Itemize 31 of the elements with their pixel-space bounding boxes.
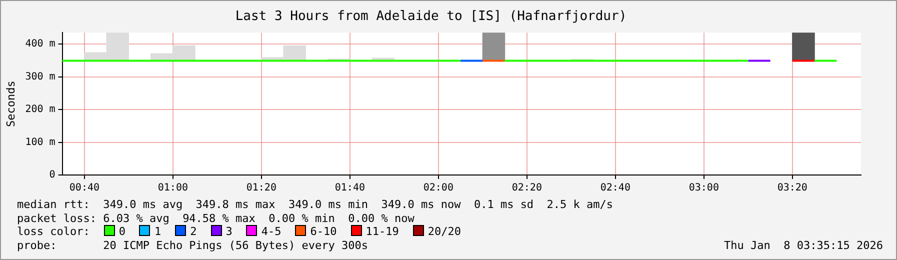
text: median rtt: 349.0 ms avg 349.8 ms max 349.0 ms min 349.0 ms now 0.1 ms sd 2.5 k am/s — [17, 198, 614, 212]
y-tick-label: 200 m — [25, 104, 56, 116]
text: Thu Jan 8 03:35:15 2026 — [724, 238, 883, 252]
x-tick-label: 00:40 — [69, 182, 100, 194]
legend-label: 6-10 — [310, 225, 337, 238]
legend-label: 11-19 — [366, 225, 399, 238]
bar — [482, 32, 506, 62]
y-tick-label: 0 — [49, 170, 56, 181]
x-tick-label: 02:20 — [512, 182, 542, 194]
y-tick-label: 300 m — [25, 71, 56, 82]
x-tick-label: 01:40 — [334, 182, 365, 194]
x-tick-label: 02:00 — [423, 182, 454, 194]
text: packet loss: 6.03 % avg 94.58 % max 0.00 % min 0.00 % now — [17, 212, 416, 225]
legend-label: 3 — [226, 225, 232, 238]
bar — [792, 32, 815, 62]
y-tick-label: 100 m — [25, 136, 56, 148]
y-axis-title: Seconds — [4, 80, 18, 127]
x-tick-label: 01:00 — [158, 182, 188, 194]
x-tick-label: 03:20 — [777, 182, 808, 194]
x-tick-label: 02:40 — [600, 182, 630, 194]
legend-label: 4-5 — [261, 225, 282, 238]
legend-title: loss color: — [17, 225, 90, 238]
y-tick-label: 400 m — [25, 38, 56, 50]
legend-label: 20/20 — [428, 225, 461, 238]
legend-label: 2 — [190, 225, 197, 238]
legend-label: 1 — [154, 225, 162, 238]
x-tick-label: 01:20 — [246, 182, 276, 194]
legend-label: 0 — [118, 225, 126, 238]
x-tick-label: 03:00 — [688, 182, 719, 194]
text: probe: 20 ICMP Echo Pings (56 Bytes) every 300s — [17, 238, 368, 252]
chart-title: Last 3 Hours from Adelaide to [IS] (Hafnarfjordur) — [235, 9, 627, 24]
